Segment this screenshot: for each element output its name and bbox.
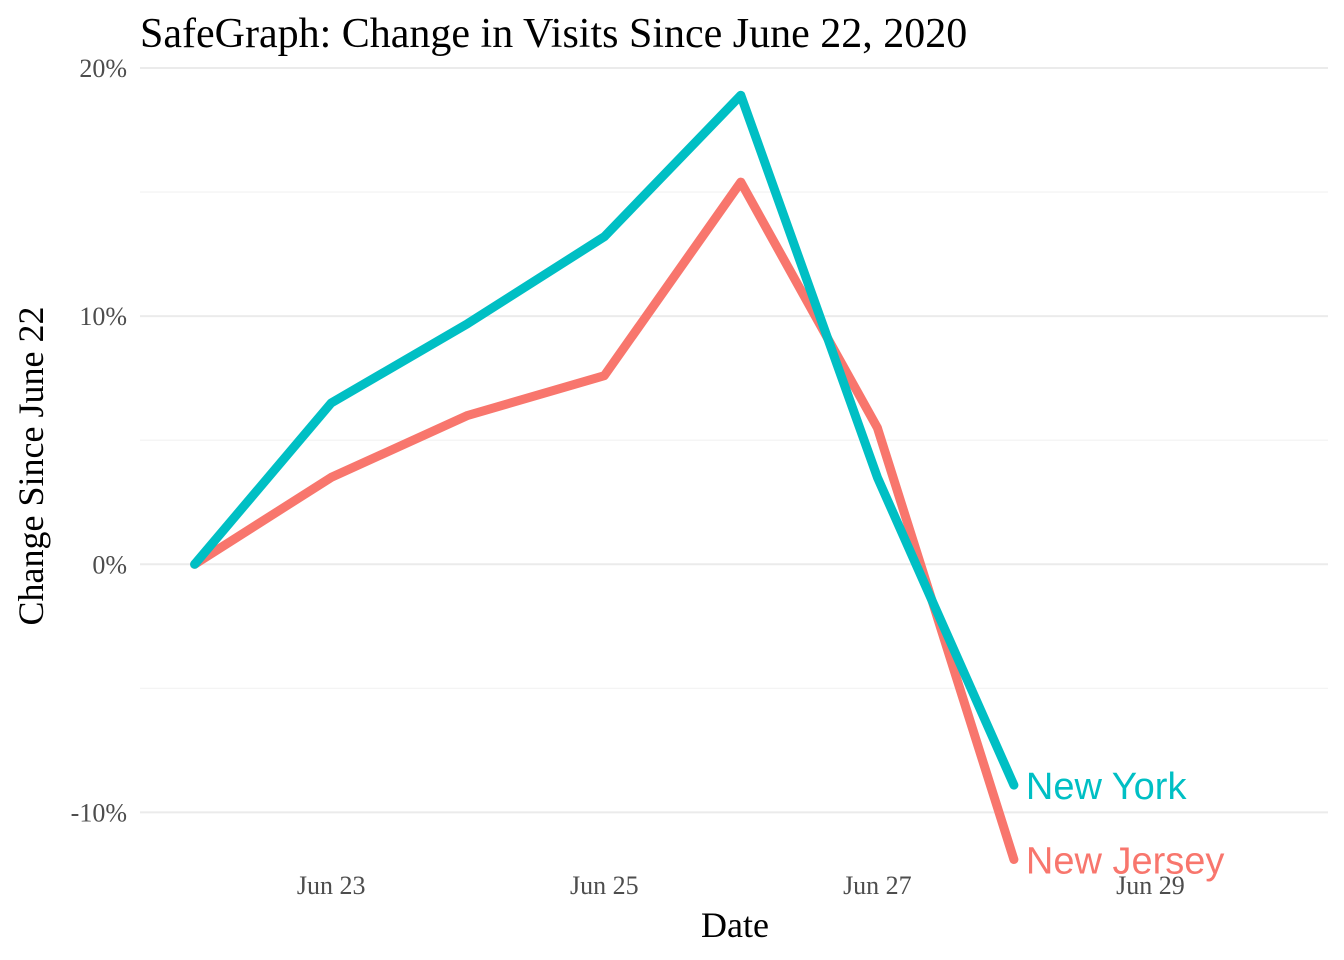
- x-tick-label: Jun 27: [843, 871, 912, 900]
- x-tick-label: Jun 25: [570, 871, 639, 900]
- series-lines: [190, 90, 1019, 864]
- chart-title: SafeGraph: Change in Visits Since June 2…: [140, 11, 967, 57]
- y-tick-label: 0%: [92, 550, 127, 579]
- y-tick-label: -10%: [71, 798, 127, 827]
- series-line-new-jersey: [190, 177, 1019, 864]
- x-tick-label: Jun 29: [1116, 871, 1185, 900]
- y-tick-label: 20%: [79, 54, 127, 83]
- series-labels: New York New Jersey: [1026, 766, 1225, 882]
- x-tick-label: Jun 23: [297, 871, 366, 900]
- series-line-new-york: [190, 90, 1019, 790]
- series-label-new-york: New York: [1026, 766, 1188, 808]
- y-tick-label: 10%: [79, 302, 127, 331]
- series-label-new-jersey: New Jersey: [1026, 841, 1225, 883]
- y-axis-ticks: -10% 0% 10% 20%: [71, 54, 127, 827]
- x-axis-title: Date: [701, 905, 769, 945]
- y-axis-title: Change Since June 22: [11, 307, 51, 626]
- x-axis-ticks: Jun 23 Jun 25 Jun 27 Jun 29: [297, 871, 1185, 900]
- grid: [140, 67, 1328, 814]
